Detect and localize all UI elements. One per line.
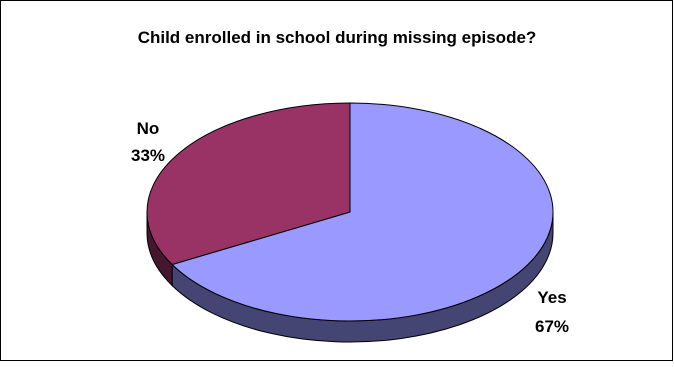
slice-label-yes-percent: 67%	[535, 317, 569, 336]
pie-slice-yes	[171, 102, 554, 322]
pie-slice-no	[146, 102, 351, 266]
chart-title: Child enrolled in school during missing …	[138, 28, 537, 47]
slice-label-no-percent: 33%	[131, 146, 165, 165]
slice-label-no: No 33%	[131, 119, 165, 165]
slice-label-yes: Yes 67%	[535, 288, 569, 336]
slice-label-no-name: No	[137, 119, 160, 138]
pie-top	[146, 102, 554, 322]
slice-label-yes-name: Yes	[537, 288, 566, 307]
